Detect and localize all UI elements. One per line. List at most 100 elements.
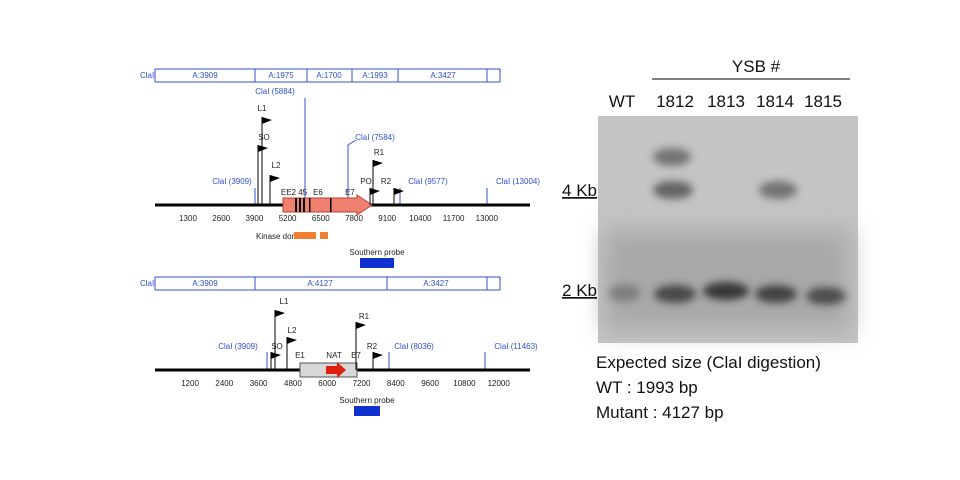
axis-tick-label: 12000 — [488, 379, 511, 388]
band — [806, 287, 846, 305]
fragment-label: A:1975 — [268, 71, 294, 80]
primer-label: R1 — [374, 148, 385, 157]
site-label: ClaI (3909) — [212, 177, 252, 186]
lane-label: 1812 — [656, 92, 694, 111]
axis-tick-label: 10400 — [409, 214, 432, 223]
kinase-domain — [294, 232, 316, 239]
primer-label: R2 — [381, 177, 392, 186]
primer-flag — [271, 352, 281, 359]
caption: WT : 1993 bp — [596, 378, 698, 397]
axis-tick-label: 13000 — [476, 214, 499, 223]
nat-arrow — [326, 362, 346, 378]
fragment-bar — [154, 68, 501, 83]
fragment-label: A:1993 — [362, 71, 388, 80]
site-label: ClaI (8036) — [394, 342, 434, 351]
southern-probe — [354, 406, 380, 416]
primer-flag — [270, 175, 280, 182]
lane-label: WT — [609, 92, 635, 111]
primer-flag — [287, 337, 297, 344]
fragment-bar — [154, 276, 501, 291]
probe-label: Southern probe — [349, 248, 405, 257]
bottom-map: ClaI A:3909 A:4127 A:3427 ClaI (3909) Cl… — [140, 276, 538, 416]
restriction-label: ClaI — [140, 279, 154, 288]
axis-tick-label: 11700 — [443, 214, 465, 223]
site-label: ClaI (5884) — [255, 87, 295, 96]
fragment-label: A:3427 — [423, 279, 449, 288]
primer-label: L1 — [280, 297, 289, 306]
marker-label: 2 Kb — [562, 281, 597, 300]
band — [703, 282, 749, 300]
fragment-label: A:1700 — [316, 71, 342, 80]
primer-flag — [275, 310, 285, 317]
restriction-label: ClaI — [140, 71, 154, 80]
site-label: ClaI (3909) — [218, 342, 258, 351]
axis-tick-label: 5200 — [279, 214, 297, 223]
exon-label: E1 — [295, 351, 305, 360]
primer-flag — [394, 188, 404, 195]
axis-tick-label: 2400 — [215, 379, 233, 388]
site-label: ClaI (7584) — [355, 133, 395, 142]
site-label: ClaI (13004) — [496, 177, 540, 186]
fragment-label: A:4127 — [307, 279, 333, 288]
primer-flag — [356, 322, 366, 329]
axis-tick-label: 7200 — [353, 379, 371, 388]
kinase-label: Kinase domain — [256, 232, 309, 241]
caption: Mutant : 4127 bp — [596, 403, 724, 422]
exon — [303, 198, 305, 212]
band — [654, 285, 696, 303]
axis-tick-label: 7800 — [345, 214, 363, 223]
axis-tick-label: 3900 — [246, 214, 264, 223]
axis-tick-label: 1300 — [179, 214, 197, 223]
southern-probe — [360, 258, 394, 268]
axis-tick-label: 9100 — [378, 214, 396, 223]
axis-tick-label: 2600 — [212, 214, 230, 223]
group-label: YSB # — [732, 57, 781, 76]
band — [608, 284, 640, 302]
bands — [605, 148, 850, 330]
primer-label: L1 — [258, 104, 267, 113]
axis-tick-label: 4800 — [284, 379, 302, 388]
band — [755, 285, 797, 303]
band — [653, 181, 693, 199]
axis-tick-label: 3600 — [250, 379, 268, 388]
caption: Expected size (ClaI digestion) — [596, 353, 821, 372]
primer-label: R2 — [367, 342, 378, 351]
fragment-label: A:3909 — [192, 71, 218, 80]
axis-tick-label: 8400 — [387, 379, 405, 388]
exon-label: EE2 45 — [281, 188, 308, 197]
axis-tick-label: 6500 — [312, 214, 330, 223]
axis-tick-label: 1200 — [181, 379, 199, 388]
primer-label: L2 — [288, 326, 297, 335]
exon-label: E6 — [313, 188, 323, 197]
primer-label: SO — [271, 342, 283, 351]
kinase-domain — [320, 232, 328, 239]
exon — [299, 198, 301, 212]
axis-tick-label: 6000 — [318, 379, 336, 388]
primer-flag — [373, 160, 383, 167]
axis-tick-label: 10800 — [453, 379, 476, 388]
exon-label: NAT — [326, 351, 342, 360]
top-map: ClaI A:3909 A:1975 A:1700 A:1993 A:3427 … — [140, 68, 540, 268]
site-label: ClaI (9577) — [408, 177, 448, 186]
primer-label: R1 — [359, 312, 370, 321]
primer-label: SO — [258, 133, 270, 142]
exon — [330, 198, 332, 212]
band — [653, 148, 691, 166]
primer-flag — [370, 188, 380, 195]
exon — [309, 198, 311, 212]
lane-label: 1813 — [707, 92, 745, 111]
primer-flag — [262, 117, 272, 124]
lane-label: 1815 — [804, 92, 842, 111]
site-line — [347, 139, 357, 205]
primer-flag — [258, 145, 268, 152]
gel-panel: YSB # WT 1812 1813 1814 1815 4 Kb 2 Kb E… — [562, 57, 858, 422]
probe-label: Southern probe — [339, 396, 395, 405]
primer-label: PO — [360, 177, 372, 186]
fragment-label: A:3909 — [192, 279, 218, 288]
gel-haze — [605, 230, 850, 330]
band — [759, 181, 797, 199]
fragment-label: A:3427 — [430, 71, 456, 80]
marker-label: 4 Kb — [562, 181, 597, 200]
primer-flag — [373, 352, 383, 359]
